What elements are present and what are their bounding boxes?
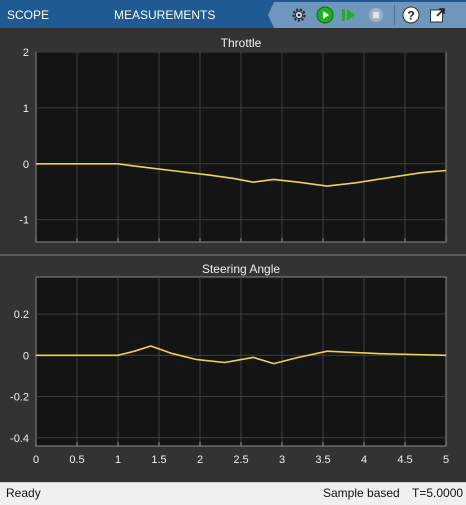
tab-scope[interactable]: SCOPE (7, 8, 50, 22)
y-tick-label: 1 (23, 103, 29, 115)
x-tick-label: 3 (279, 454, 285, 466)
stop-icon[interactable] (367, 6, 385, 24)
quick-access-toolbar: ? (268, 2, 466, 28)
status-bar: Ready Sample based T=5.0000 (0, 482, 466, 505)
tab-measurements[interactable]: MEASUREMENTS (114, 8, 216, 22)
chart-1: 0 0.5 1 1.5 2 2.5 3 3.5 4 4.5 5 0.2 0 -0.2 -0.4 Steerin… (10, 262, 449, 466)
x-tick-label: 1.5 (151, 454, 166, 466)
status-time: T=5.0000 (412, 486, 464, 500)
panel-divider (0, 254, 466, 256)
y-tick-label: 0.2 (14, 309, 29, 321)
series-line (36, 163, 447, 187)
run-icon[interactable] (316, 6, 334, 24)
y-tick-label: 0 (23, 350, 29, 362)
step-forward-icon[interactable] (340, 6, 358, 24)
y-tick-label: -0.4 (10, 433, 29, 445)
status-mode: Sample based (323, 486, 400, 500)
y-tick-label: -1 (19, 215, 29, 227)
x-tick-label: 5 (443, 454, 449, 466)
undock-icon[interactable] (429, 6, 447, 24)
x-tick-label: 2 (197, 454, 203, 466)
x-tick-label: 2.5 (233, 454, 248, 466)
toolbar-separator (394, 5, 395, 25)
toolstrip: SCOPE MEASUREMENTS (0, 0, 466, 28)
settings-gear-icon[interactable] (290, 6, 308, 24)
scope-plots: 2 1 0 -1 Throttle 0 0.5 1 1.5 2 2.5 3 3.5 4 4.5 5 0.2 0 -0… (0, 36, 466, 466)
x-tick-label: 1 (115, 454, 121, 466)
y-tick-label: -0.2 (10, 392, 29, 404)
status-state: Ready (6, 486, 41, 500)
x-tick-label: 0.5 (69, 454, 84, 466)
chart-title: Throttle (221, 36, 262, 50)
svg-text:?: ? (407, 9, 414, 23)
series-line (36, 345, 447, 365)
y-tick-label: 2 (23, 47, 29, 59)
x-tick-label: 4 (361, 454, 367, 466)
scope-plot-area: 2 1 0 -1 Throttle 0 0.5 1 1.5 2 2.5 3 3.5 4 4.5 5 0.2 0 -0… (0, 28, 466, 484)
x-tick-label: 4.5 (397, 454, 412, 466)
x-tick-label: 3.5 (315, 454, 330, 466)
y-tick-label: 0 (23, 159, 29, 171)
chart-title: Steering Angle (202, 262, 280, 276)
help-icon[interactable]: ? (402, 6, 420, 24)
chart-0: 2 1 0 -1 Throttle (19, 36, 447, 243)
x-tick-label: 0 (33, 454, 39, 466)
